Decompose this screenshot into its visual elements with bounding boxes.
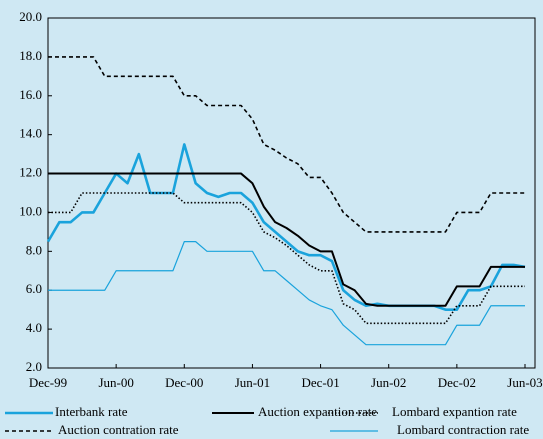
y-tick-label: 10.0 <box>19 203 42 218</box>
series-line <box>48 192 525 325</box>
y-tick-label: 16.0 <box>19 87 42 102</box>
legend-label: Auction contration rate <box>58 422 179 437</box>
legend-label: Lombard contraction rate <box>397 422 529 437</box>
y-tick-label: 8.0 <box>26 242 42 257</box>
x-tick-label: Dec-01 <box>301 375 339 390</box>
y-tick-label: 14.0 <box>19 126 42 141</box>
x-tick-label: Dec-02 <box>438 375 476 390</box>
y-tick-label: 6.0 <box>26 281 42 296</box>
y-tick-label: 12.0 <box>19 165 42 180</box>
x-tick-label: Jun-03 <box>507 375 542 390</box>
x-tick-label: Dec-99 <box>29 375 67 390</box>
legend-label: Auction expantion rate <box>258 404 377 419</box>
legend-label: Interbank rate <box>55 404 128 419</box>
y-tick-label: 20.0 <box>19 9 42 24</box>
y-tick-label: 18.0 <box>19 48 42 63</box>
y-tick-label: 4.0 <box>26 320 42 335</box>
legend-label: Lombard expantion rate <box>392 404 517 419</box>
series-line <box>46 143 526 311</box>
series-line <box>48 241 525 346</box>
plot-area <box>47 17 536 369</box>
series-line <box>48 172 525 307</box>
series-line <box>48 56 525 233</box>
x-tick-label: Jun-02 <box>371 375 406 390</box>
y-tick-label: 2.0 <box>26 359 42 374</box>
x-tick-label: Jun-00 <box>98 375 133 390</box>
x-tick-label: Jun-01 <box>235 375 270 390</box>
x-tick-label: Dec-00 <box>165 375 203 390</box>
